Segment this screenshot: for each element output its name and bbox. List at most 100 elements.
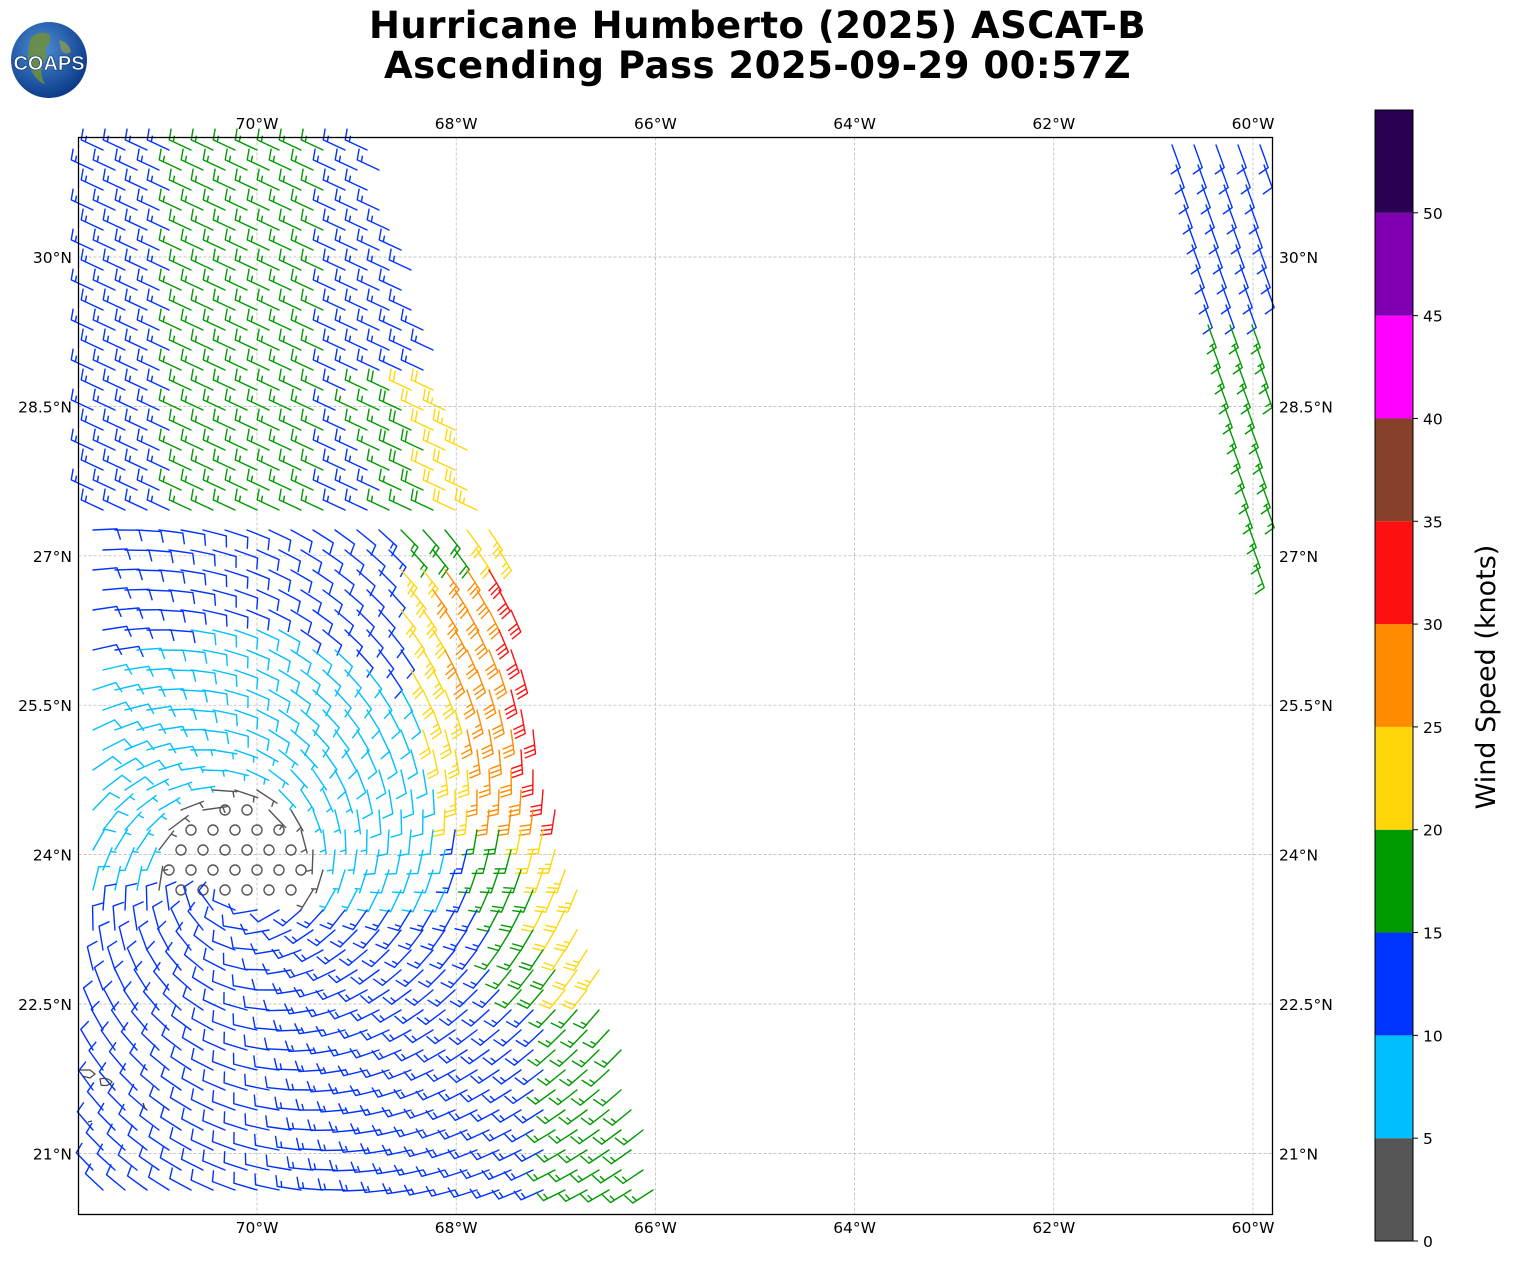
wind-barb — [136, 148, 160, 171]
wind-barb — [211, 969, 236, 991]
wind-barb — [388, 629, 405, 659]
wind-barb — [305, 1043, 336, 1055]
wind-barb — [614, 1129, 644, 1146]
wind-barb — [278, 629, 301, 654]
wind-barb — [592, 1089, 622, 1107]
wind-barb — [141, 1022, 160, 1051]
wind-barb — [278, 488, 302, 511]
wind-barb — [246, 529, 271, 551]
wind-barb — [80, 168, 104, 191]
wind-barb — [602, 1109, 632, 1126]
wind-barb — [246, 649, 270, 671]
wind-barb — [80, 1020, 94, 1051]
wind-barb — [202, 609, 228, 627]
wind-barb — [261, 929, 292, 941]
wind-barb — [124, 128, 148, 151]
gridlines — [78, 137, 1273, 1215]
wind-barb — [246, 308, 270, 331]
wind-barb — [278, 248, 302, 271]
wind-barb — [593, 1049, 622, 1068]
wind-barb — [384, 949, 412, 969]
wind-barb — [224, 348, 248, 371]
wind-barb — [264, 1076, 292, 1091]
wind-barb — [246, 188, 270, 211]
wind-barb — [234, 208, 258, 231]
wind-barb — [80, 208, 104, 231]
wind-barb — [204, 906, 226, 931]
wind-barb — [347, 849, 358, 875]
wind-barb — [278, 589, 301, 613]
lon-tick-label: 60°W — [1232, 1219, 1275, 1237]
wind-barb — [300, 328, 324, 351]
wind-barb — [91, 902, 104, 931]
wind-barb — [136, 228, 160, 251]
wind-barb — [114, 828, 132, 851]
wind-barb — [393, 1126, 424, 1138]
wind-barb — [246, 228, 270, 251]
wind-barb — [190, 709, 218, 724]
wind-barb — [80, 408, 104, 431]
wind-barb — [256, 288, 280, 311]
wind-barb — [409, 909, 434, 932]
wind-barb — [1250, 544, 1261, 575]
colorbar-bin — [1375, 110, 1413, 213]
wind-barb — [1222, 184, 1233, 215]
wind-barb — [592, 1129, 622, 1145]
wind-barb — [1256, 244, 1267, 275]
wind-barb — [312, 529, 334, 554]
wind-barb — [491, 1109, 522, 1123]
wind-barb — [459, 1168, 490, 1180]
wind-barb — [168, 745, 198, 758]
wind-barb — [406, 849, 424, 875]
wind-barb — [410, 408, 434, 431]
wind-barb — [360, 829, 368, 855]
wind-barb — [382, 789, 394, 820]
wind-barb — [366, 408, 390, 431]
wind-barb — [344, 168, 368, 191]
wind-barb — [556, 889, 578, 913]
wind-barb — [224, 428, 248, 451]
lat-tick-label: 24°N — [1279, 847, 1318, 865]
wind-barb — [254, 1173, 280, 1191]
wind-barb — [202, 148, 226, 171]
wind-barb — [113, 960, 126, 991]
wind-barb — [146, 448, 170, 471]
wind-barb — [296, 889, 314, 912]
wind-barb — [212, 288, 236, 311]
wind-barb — [1238, 484, 1249, 515]
wind-barb — [393, 1049, 424, 1062]
wind-barb — [381, 1106, 412, 1118]
wind-barb — [557, 1189, 588, 1202]
wind-barb — [344, 128, 368, 151]
wind-barb — [1258, 144, 1269, 175]
wind-barb — [80, 128, 104, 151]
wind-barb — [356, 348, 380, 371]
wind-barb — [246, 268, 270, 291]
wind-barb — [489, 749, 502, 779]
wind-barb — [557, 1149, 588, 1164]
lat-tick-label: 27°N — [1279, 548, 1318, 566]
wind-barb — [457, 869, 478, 894]
wind-barb — [400, 388, 424, 411]
wind-barb — [371, 1049, 402, 1061]
wind-barbs — [70, 128, 1275, 1204]
wind-barb — [263, 1037, 292, 1051]
wind-barb — [322, 368, 346, 391]
wind-barb — [426, 1029, 456, 1045]
wind-barb — [92, 268, 116, 291]
wind-barb — [212, 248, 236, 271]
wind-barb — [212, 328, 236, 351]
wind-barb — [512, 889, 534, 913]
wind-barb — [514, 1069, 544, 1086]
wind-barb — [445, 889, 468, 913]
wind-barb — [400, 428, 424, 451]
wind-barb — [224, 609, 249, 629]
wind-barb — [256, 549, 280, 571]
wind-barb — [190, 749, 216, 757]
wind-barb — [1244, 184, 1255, 215]
wind-barb — [558, 1069, 588, 1087]
wind-barb — [395, 969, 424, 988]
wind-barb — [305, 969, 336, 982]
wind-barb — [158, 609, 186, 623]
wind-barb — [315, 989, 346, 1001]
